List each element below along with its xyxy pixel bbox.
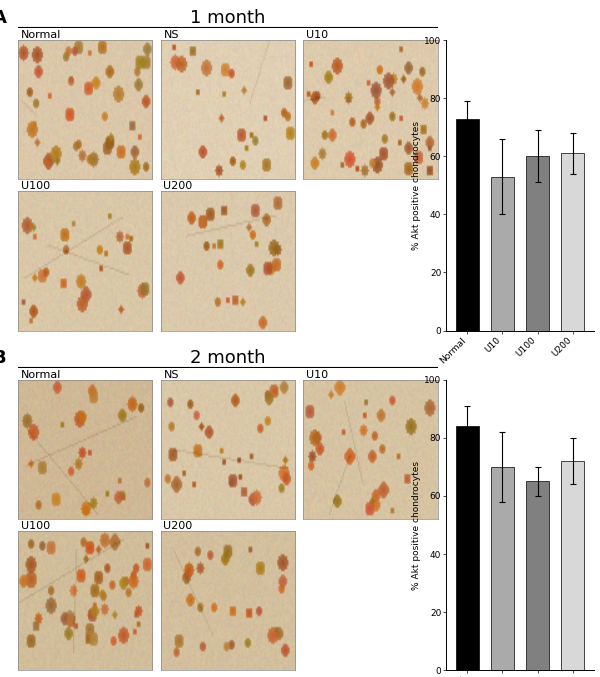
- Text: Normal: Normal: [20, 30, 61, 40]
- Text: U10: U10: [306, 30, 328, 40]
- Bar: [491, 467, 514, 670]
- Text: U200: U200: [163, 521, 193, 531]
- Bar: [491, 177, 514, 330]
- Text: NS: NS: [163, 30, 179, 40]
- Text: 2 month: 2 month: [190, 349, 266, 367]
- Y-axis label: % Akt positive chondrocytes: % Akt positive chondrocytes: [412, 121, 421, 250]
- Bar: [526, 481, 549, 670]
- Y-axis label: % Akt positive chondrocytes: % Akt positive chondrocytes: [412, 460, 421, 590]
- Bar: [562, 154, 584, 330]
- Text: U10: U10: [306, 370, 328, 380]
- Text: U200: U200: [163, 181, 193, 192]
- Bar: [456, 118, 479, 330]
- Text: NS: NS: [163, 370, 179, 380]
- Bar: [562, 461, 584, 670]
- Text: Normal: Normal: [20, 370, 61, 380]
- Text: B: B: [0, 349, 7, 367]
- Bar: [526, 156, 549, 330]
- Text: U100: U100: [20, 521, 50, 531]
- Text: 1 month: 1 month: [190, 9, 266, 27]
- Text: U100: U100: [20, 181, 50, 192]
- Text: A: A: [0, 9, 7, 27]
- Bar: [456, 427, 479, 670]
